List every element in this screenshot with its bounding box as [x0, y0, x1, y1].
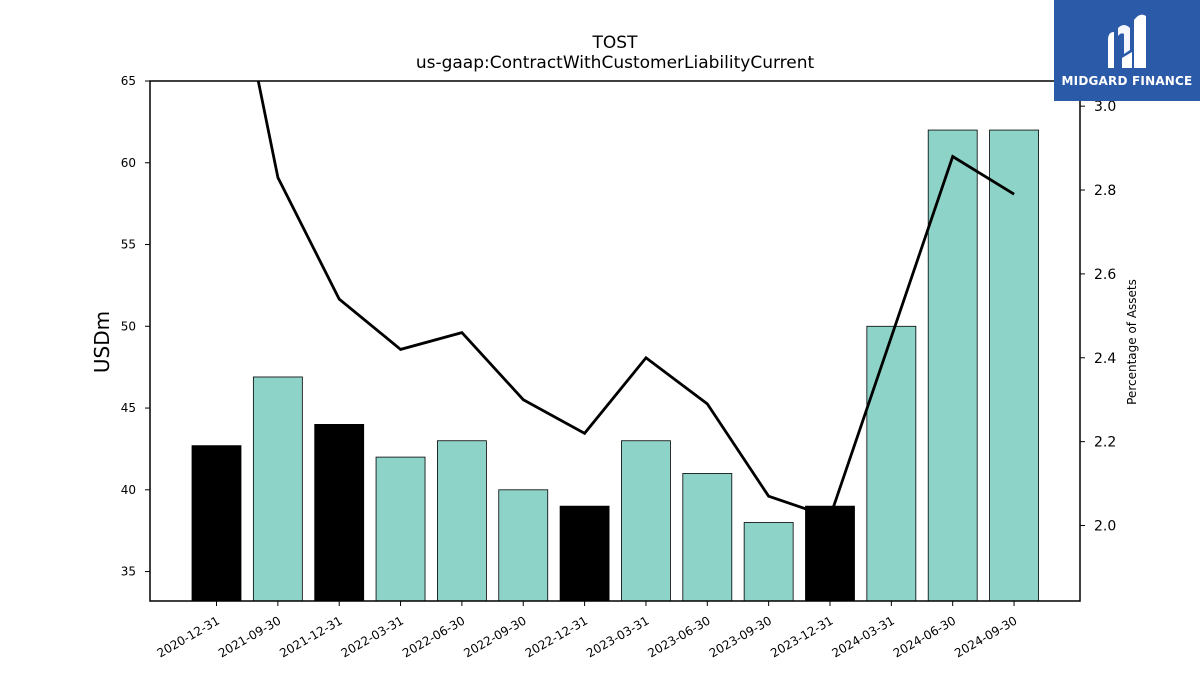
y-tick-label: 50 [121, 319, 136, 333]
bars [191, 129, 1039, 602]
y2-axis-label: Percentage of Assets [1125, 279, 1139, 405]
bar-2024-09-30 [989, 129, 1039, 602]
bar-2021-09-30 [252, 376, 303, 602]
bar-2022-03-31 [375, 456, 426, 602]
x-tick-label: 2022-03-31 [339, 613, 406, 660]
y2-tick-label: 2.8 [1094, 183, 1116, 199]
brand-logo: MIDGARD FINANCE [1054, 0, 1200, 101]
y-tick-label: 65 [121, 74, 136, 88]
bar-2022-09-30 [498, 489, 549, 602]
y2-tick-label: 2.2 [1094, 435, 1116, 451]
x-tick-label: 2020-12-31 [155, 613, 222, 660]
y-tick-label: 40 [121, 483, 136, 497]
y2-tick-label: 2.4 [1094, 351, 1116, 367]
x-tick-label: 2023-12-31 [768, 613, 835, 660]
x-tick-label: 2024-09-30 [952, 613, 1019, 660]
y2-tick-label: 2.0 [1094, 519, 1116, 535]
bar-2020-12-31 [191, 445, 242, 602]
y-axis-label: USDm [90, 311, 114, 373]
x-tick-label: 2021-12-31 [277, 613, 344, 660]
bar-2023-09-30 [743, 522, 794, 602]
bar-2021-12-31 [314, 423, 365, 602]
y-tick-label: 35 [121, 565, 136, 579]
bar-2024-06-30 [927, 129, 978, 602]
bar-2023-06-30 [682, 473, 733, 602]
y-tick-label: 45 [121, 401, 136, 415]
y2-tick-label: 3.0 [1094, 99, 1116, 115]
x-tick-label: 2022-12-31 [523, 613, 590, 660]
x-tick-label: 2023-09-30 [707, 613, 774, 660]
bar-2022-06-30 [436, 440, 487, 602]
chart-subtitle: us-gaap:ContractWithCustomerLiabilityCur… [416, 53, 815, 73]
x-tick-label: 2021-09-30 [216, 613, 283, 660]
x-tick-label: 2023-03-31 [584, 613, 651, 660]
chart-title: TOST [592, 33, 639, 53]
y2-tick-label: 2.6 [1094, 267, 1116, 283]
bar-2023-03-31 [621, 440, 671, 602]
x-tick-label: 2022-06-30 [400, 613, 467, 660]
x-tick-label: 2024-06-30 [891, 613, 958, 660]
bar-2024-03-31 [866, 325, 917, 602]
y-tick-label: 55 [121, 238, 136, 252]
percentage-of-assets-line [256, 81, 1015, 519]
line-layer [256, 81, 1015, 519]
midgard-logo-icon [1108, 14, 1146, 69]
brand-name: MIDGARD FINANCE [1061, 74, 1193, 88]
x-tick-label: 2023-06-30 [645, 613, 712, 660]
x-tick-label: 2024-03-31 [829, 613, 896, 660]
plot-frame [149, 80, 1081, 602]
bar-2023-12-31 [805, 505, 855, 602]
bar-2022-12-31 [559, 505, 610, 602]
x-tick-label: 2022-09-30 [461, 613, 528, 660]
y-tick-label: 60 [121, 156, 136, 170]
